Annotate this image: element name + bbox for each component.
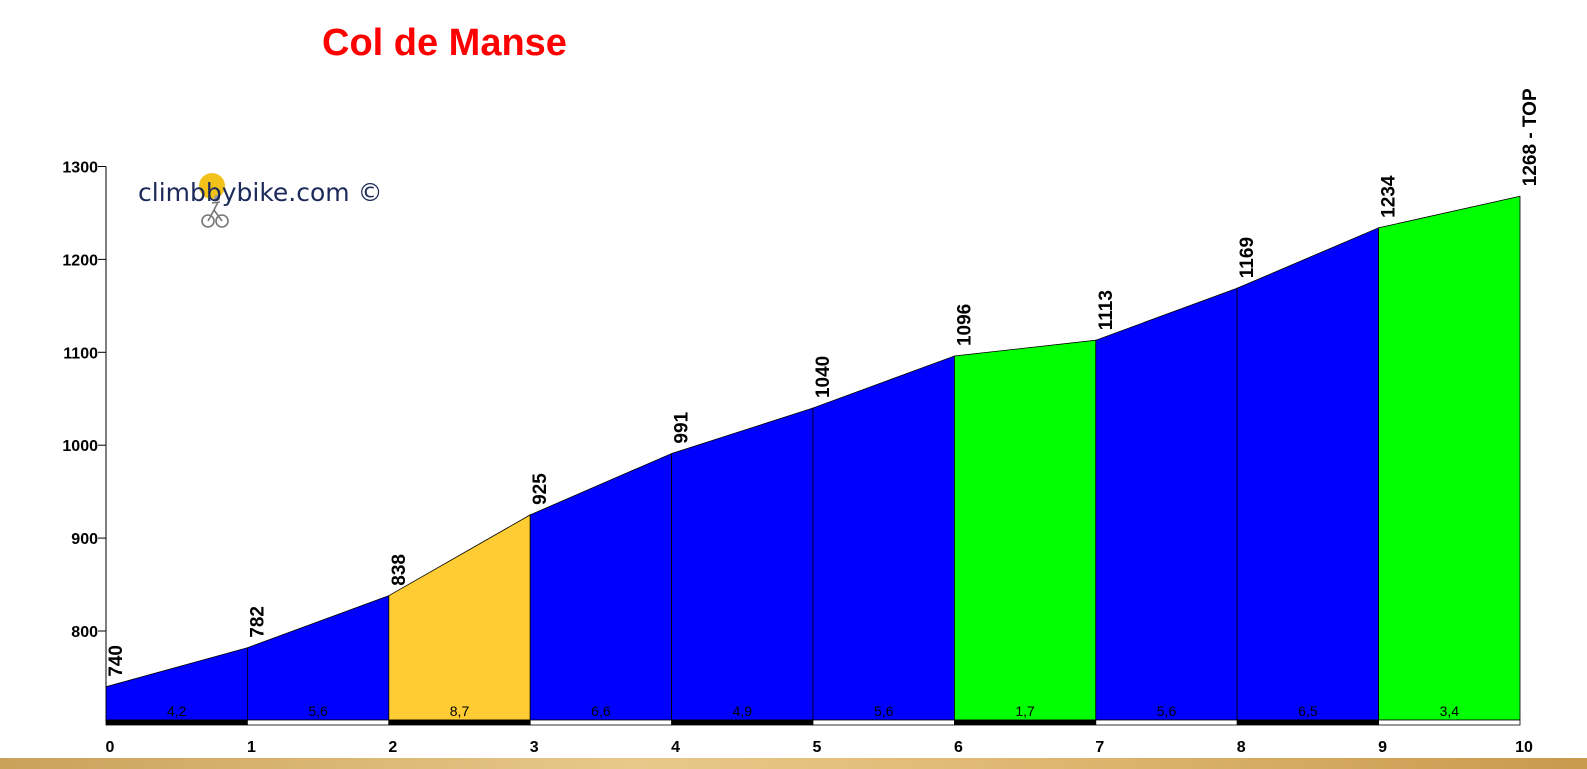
elevation-label: 1234 [1379,175,1400,218]
gradient-label: 6,6 [591,703,611,719]
distance-bar-1 [105,719,248,726]
distance-bar-8 [1095,719,1238,726]
x-tick-label: 2 [388,739,397,756]
gradient-label: 6,5 [1298,703,1318,719]
elevation-label: 1268 - TOP [1520,88,1541,186]
profile-segment-10 [1378,195,1521,721]
gradient-label: 5,6 [874,703,894,719]
gradient-label: 4,9 [733,703,753,719]
distance-bar-7 [954,719,1097,726]
cyclist-logo-icon [199,173,229,228]
watermark-text: climbbybike.com © [138,178,383,207]
distance-bar-9 [1236,719,1379,726]
profile-segment-9 [1236,227,1379,721]
x-tick-label: 5 [813,739,822,756]
profile-segment-7 [954,339,1097,721]
profile-segment-6 [812,355,955,721]
elevation-label: 838 [389,554,410,586]
distance-bar-10 [1378,719,1521,726]
y-tick-label: 1000 [62,438,98,455]
elevation-label: 1040 [813,356,834,398]
elevation-label: 1113 [1096,290,1117,330]
x-tick-label: 7 [1095,739,1104,756]
x-tick-label: 10 [1515,739,1533,756]
y-tick-label: 1300 [62,160,98,177]
bottom-decorative-stripe [0,758,1587,769]
distance-bar-5 [671,719,814,726]
y-tick-label: 900 [71,531,98,548]
elevation-label: 740 [106,645,127,677]
profile-segment-4 [529,452,672,721]
elevation-label: 925 [530,473,551,505]
y-tick-label: 1100 [63,345,98,362]
elevation-label: 991 [672,411,693,443]
gradient-label: 5,6 [308,703,328,719]
x-tick-label: 9 [1378,739,1387,756]
x-tick-label: 6 [954,739,963,756]
gradient-label: 4,2 [167,703,187,719]
distance-bar-6 [812,719,955,726]
x-tick-label: 4 [671,739,680,756]
x-tick-label: 8 [1237,739,1246,756]
gradient-label: 8,7 [450,703,470,719]
elevation-label: 1169 [1237,237,1258,278]
y-tick-label: 800 [71,624,98,641]
distance-bar-3 [388,719,531,726]
elevation-label: 1096 [954,304,975,346]
profile-segment-3 [388,514,531,721]
gradient-label: 3,4 [1440,703,1460,719]
y-tick-label: 1200 [62,252,98,269]
distance-bar-4 [529,719,673,726]
profile-segment-2 [246,595,390,721]
x-tick-label: 1 [247,739,256,756]
x-tick-label: 3 [530,739,539,756]
x-tick-label: 0 [106,739,115,756]
distance-bar-2 [246,719,390,726]
chart-title: Col de Manse [322,22,567,64]
elevation-label: 782 [247,606,268,638]
gradient-label: 1,7 [1015,703,1035,719]
profile-segment-5 [671,407,814,721]
profile-segment-8 [1095,287,1238,721]
gradient-label: 5,6 [1157,703,1177,719]
